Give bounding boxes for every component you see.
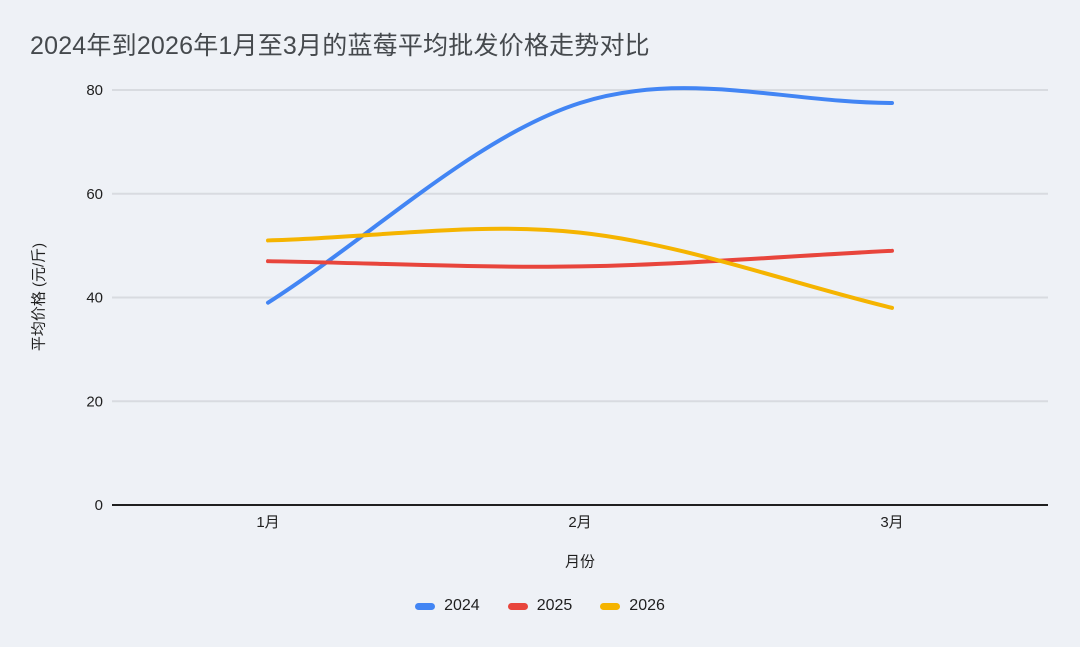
- x-axis-title: 月份: [564, 553, 596, 571]
- series-line-2026: [266, 226, 894, 310]
- x-tick-label: 3月: [880, 514, 903, 531]
- legend-swatch-icon: [600, 602, 621, 610]
- series-line-2024: [266, 86, 894, 305]
- legend-label: 2024: [444, 597, 480, 614]
- chart-legend: 2024 2025 2026: [0, 597, 1080, 615]
- y-tick-label: 60: [86, 186, 103, 203]
- legend-swatch-icon: [415, 602, 436, 610]
- y-tick-label: 20: [86, 393, 103, 410]
- series-lines: [266, 86, 894, 310]
- x-tick-label: 1月: [256, 514, 279, 531]
- legend-item-2026[interactable]: 2026: [600, 597, 665, 615]
- series-line-2025: [266, 248, 894, 269]
- gridlines: [112, 89, 1048, 506]
- y-axis-title: 平均价格 (元/斤): [30, 242, 48, 352]
- y-tick-labels: 0 20 40 60 80: [86, 82, 103, 514]
- legend-item-2025[interactable]: 2025: [507, 597, 573, 615]
- y-tick-label: 40: [86, 290, 103, 307]
- legend-label: 2025: [536, 597, 573, 614]
- y-tick-label: 80: [86, 82, 103, 99]
- x-tick-labels: 1月 2月 3月: [256, 514, 903, 531]
- x-tick-label: 2月: [568, 514, 591, 531]
- chart-title: 2024年到2026年1月至3月的蓝莓平均批发价格走势对比: [30, 32, 650, 60]
- legend-label: 2026: [629, 597, 665, 614]
- y-tick-label: 0: [95, 497, 103, 514]
- legend-item-2024[interactable]: 2024: [415, 597, 480, 615]
- legend-swatch-icon: [507, 602, 528, 610]
